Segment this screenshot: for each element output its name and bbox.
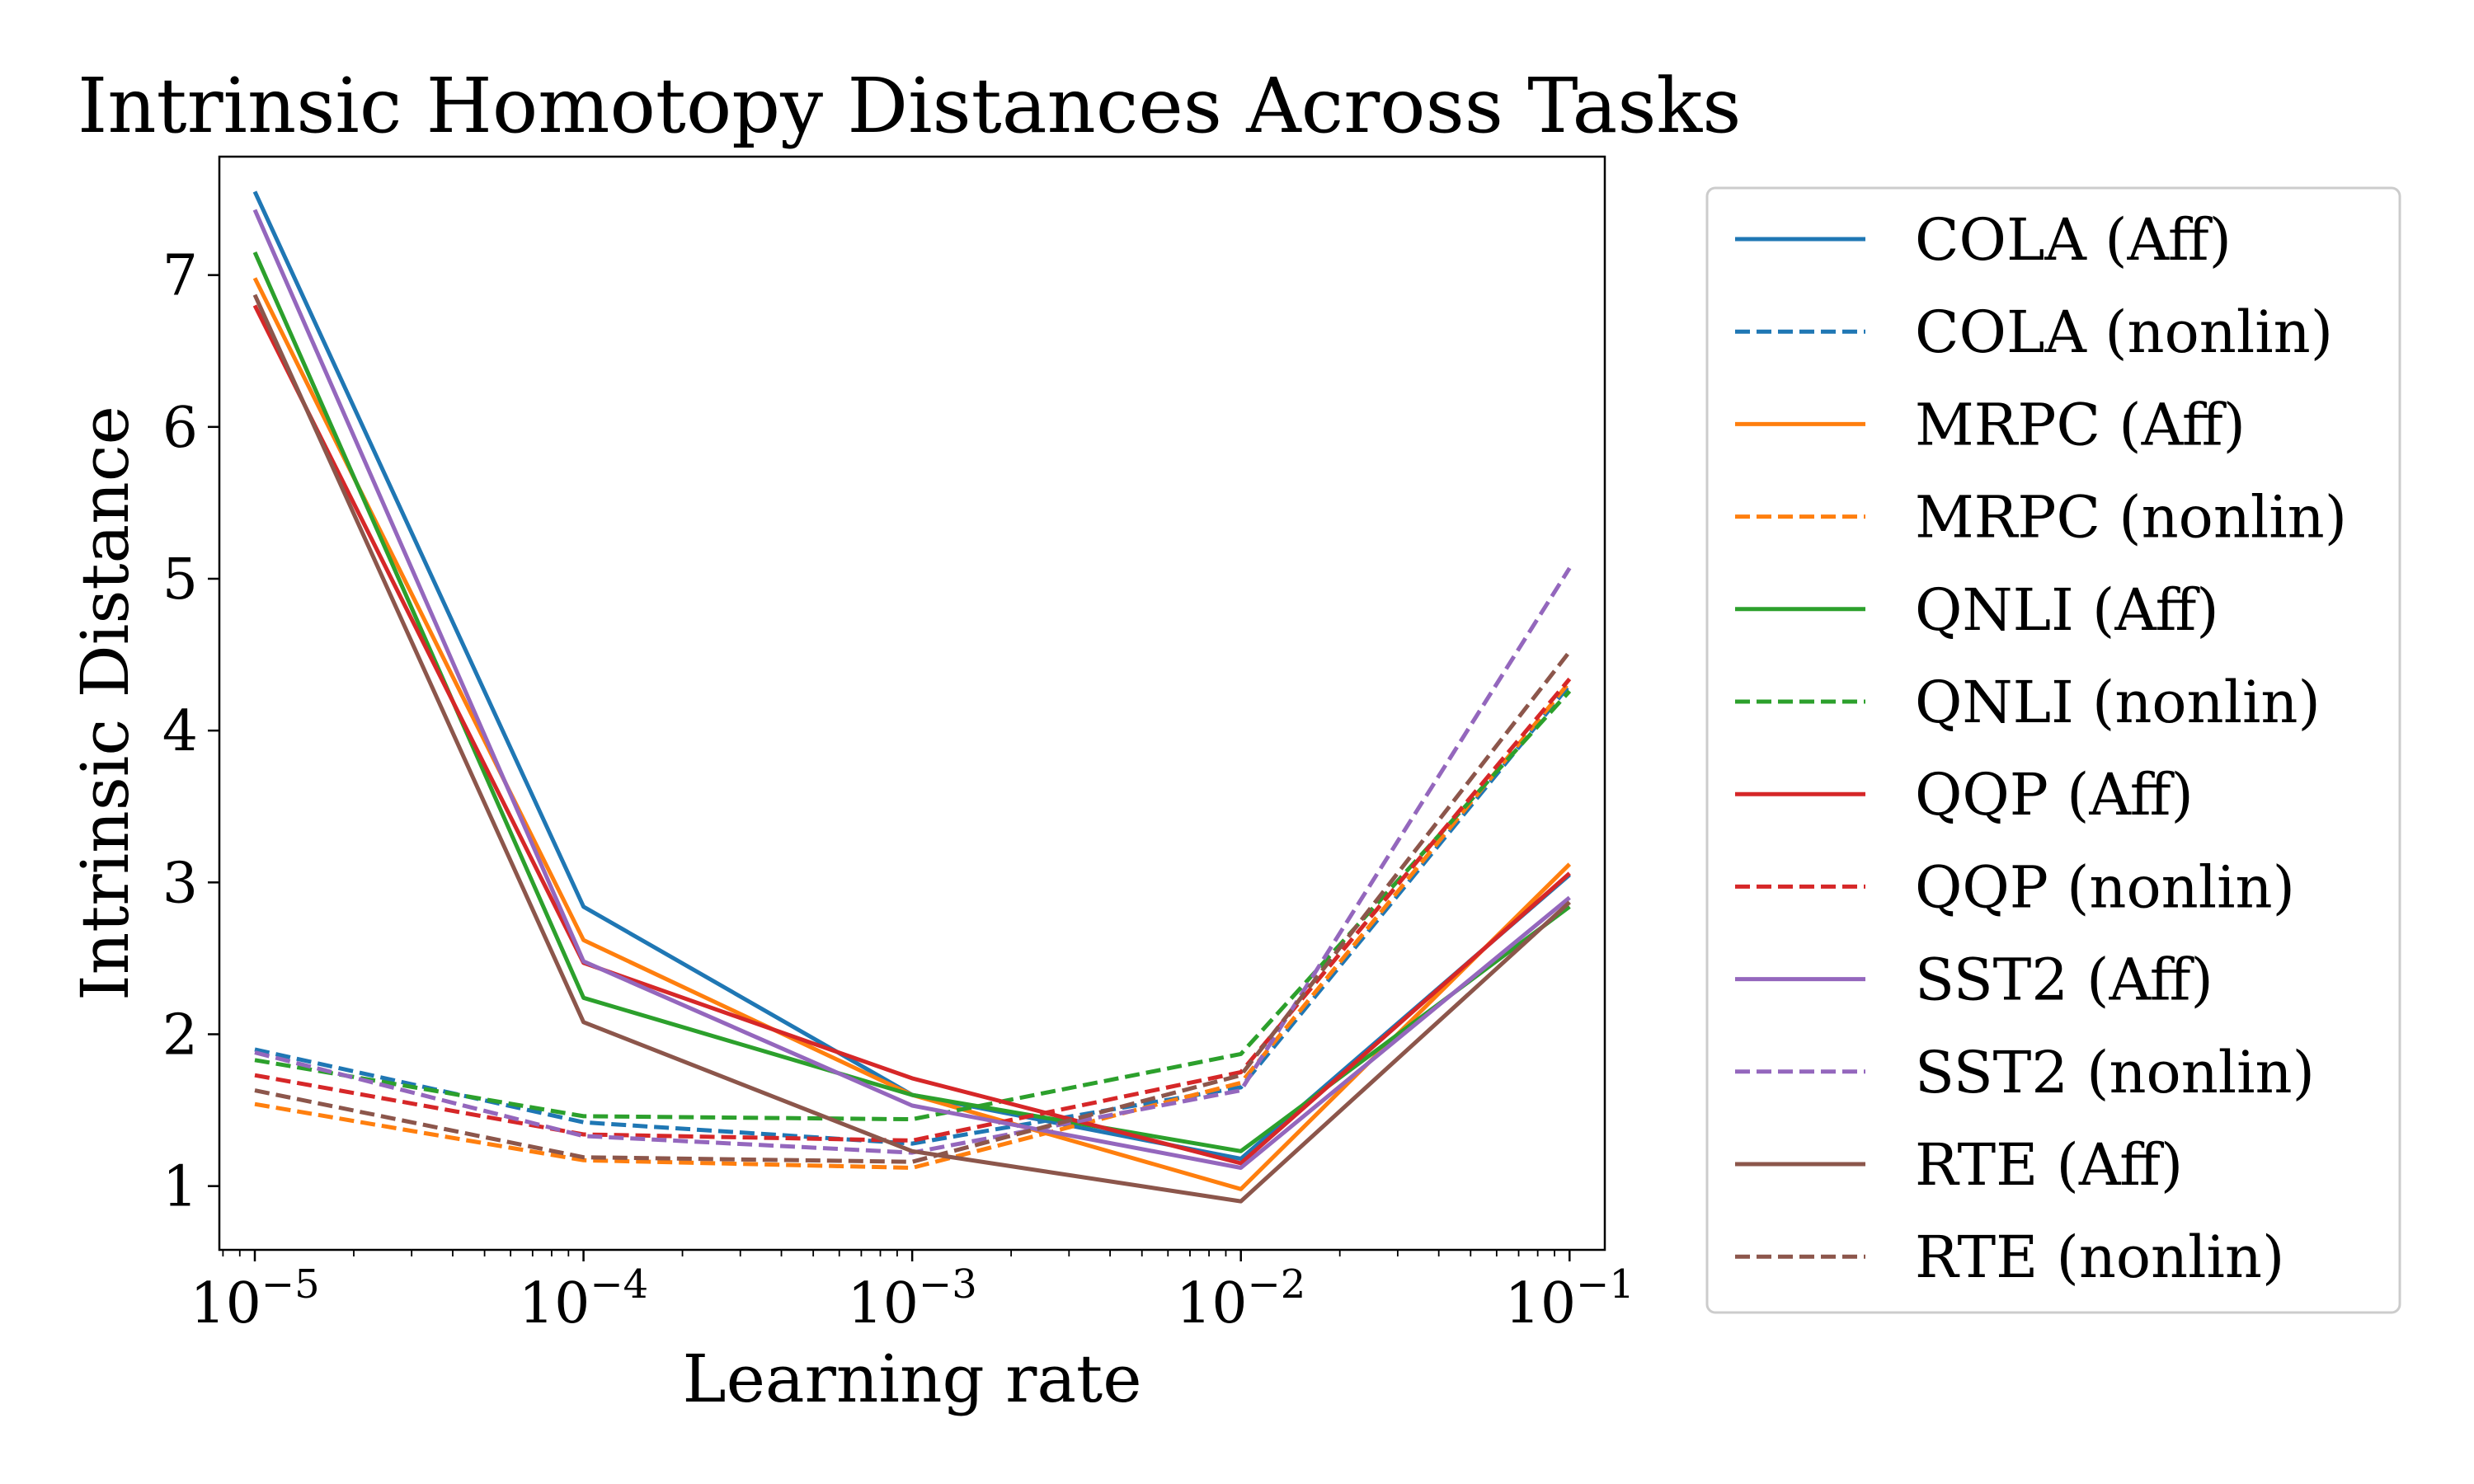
legend: COLA (Aff) COLA (nonlin) MRPC (Aff) MRPC (n… [1705, 186, 2401, 1314]
legend-label-2: MRPC (Aff) [1915, 391, 2246, 458]
y-tick-label-1: 2 [162, 1003, 198, 1068]
y-tick-label-0: 1 [162, 1155, 198, 1220]
x-tick-label-4: 10−1 [1505, 1261, 1634, 1336]
x-tick-label-1: 10−4 [519, 1261, 648, 1336]
legend-label-1: COLA (nonlin) [1915, 298, 2333, 366]
legend-label-6: QQP (Aff) [1915, 761, 2194, 829]
y-tick-label-6: 7 [162, 244, 198, 309]
series-layer [252, 190, 1572, 1204]
legend-frame [1705, 186, 2401, 1314]
legend-label-8: SST2 (Aff) [1915, 946, 2213, 1014]
legend-items: COLA (Aff) COLA (nonlin) MRPC (Aff) MRPC (n… [1735, 206, 2347, 1291]
series-line-6 [252, 304, 1571, 1166]
x-tick-label-3: 10−2 [1176, 1261, 1305, 1336]
y-tick-label-2: 3 [162, 851, 198, 916]
x-tick-label-2: 10−3 [847, 1261, 976, 1336]
chart-title: Intrinsic Homotopy Distances Across Task… [78, 62, 1742, 150]
legend-label-10: RTE (Aff) [1915, 1131, 2183, 1199]
series-line-11 [254, 650, 1572, 1164]
y-tick-label-4: 5 [162, 547, 198, 613]
legend-label-9: SST2 (nonlin) [1915, 1039, 2315, 1106]
legend-label-7: QQP (nonlin) [1915, 853, 2295, 921]
series-line-3 [254, 680, 1572, 1170]
series-line-4 [252, 251, 1571, 1153]
x-axis: 10−5 10−4 10−3 10−2 10−1 [190, 1250, 1634, 1336]
legend-label-0: COLA (Aff) [1915, 206, 2232, 274]
legend-label-11: RTE (nonlin) [1915, 1223, 2284, 1291]
x-axis-label: Learning rate [682, 1341, 1141, 1417]
y-tick-label-5: 6 [162, 396, 198, 461]
series-line-10 [252, 294, 1571, 1204]
y-axis-label: Intrinsic Distance [67, 406, 143, 1001]
legend-label-5: QNLI (nonlin) [1915, 669, 2321, 736]
y-tick-label-3: 4 [162, 699, 198, 764]
y-axis: 1 2 3 4 5 6 7 [162, 244, 219, 1220]
series-line-8 [252, 209, 1571, 1170]
legend-label-4: QNLI (Aff) [1915, 576, 2219, 644]
x-tick-label-0: 10−5 [190, 1261, 319, 1336]
legend-label-3: MRPC (nonlin) [1915, 484, 2347, 552]
series-line-7 [254, 677, 1572, 1143]
